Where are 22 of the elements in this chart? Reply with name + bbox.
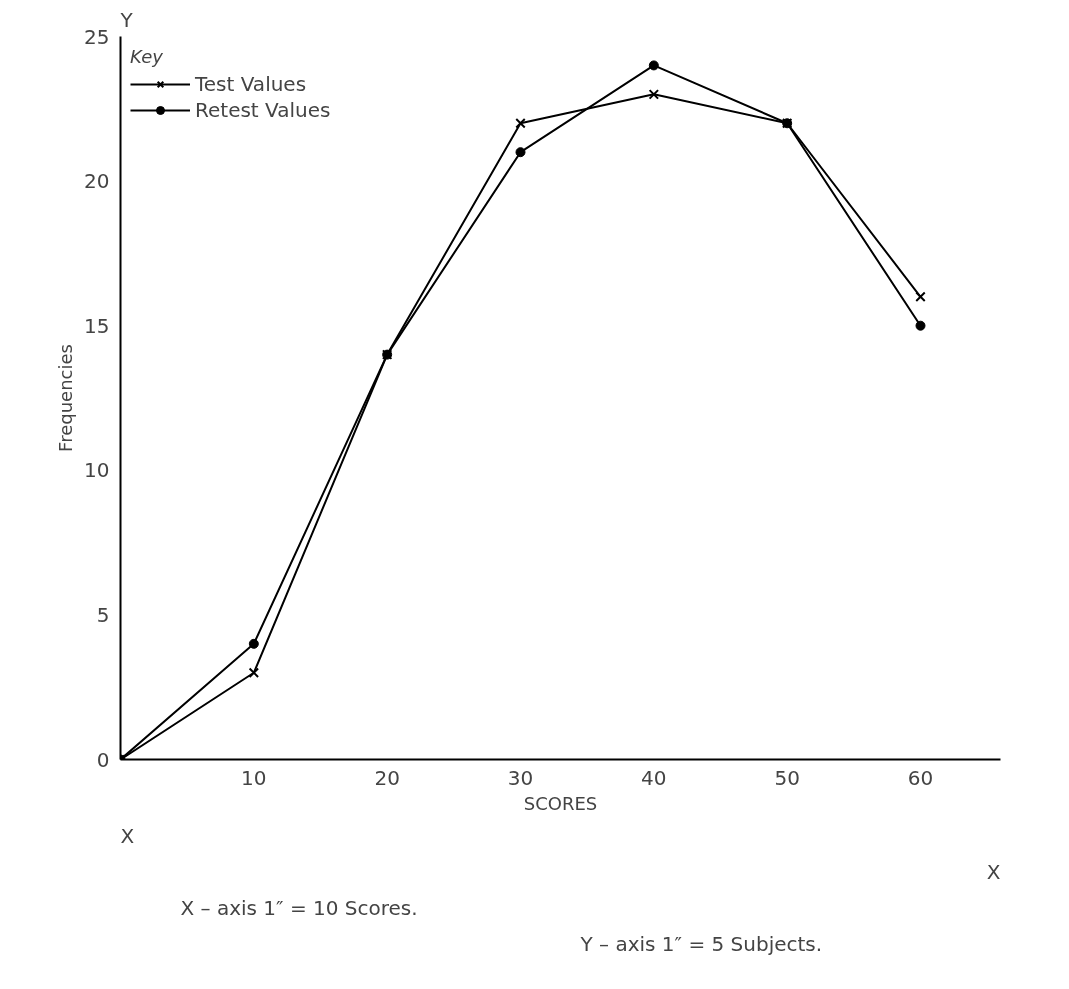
x-tick-label: 10	[241, 765, 267, 790]
x-tick-label: 50	[774, 765, 800, 790]
y-tick-label: 25	[84, 24, 110, 49]
y-axis-title: Frequencies	[55, 344, 77, 452]
text: X	[120, 823, 135, 848]
legend-title: Key	[130, 46, 164, 67]
text: Y	[119, 7, 134, 32]
text: X – axis 1″ = 10 Scores.	[180, 895, 418, 920]
text: X	[986, 859, 1001, 884]
y-tick-label: 5	[96, 602, 110, 627]
text: Y – axis 1″ = 5 Subjects.	[579, 931, 823, 956]
x-tick-label: 20	[374, 765, 400, 790]
x-tick-label: 40	[641, 765, 667, 790]
x-tick-label: 60	[907, 765, 934, 790]
y-tick-label: 0	[96, 747, 110, 772]
y-tick-label: 15	[84, 313, 110, 338]
x-axis-title: SCORES	[523, 792, 598, 814]
x-tick-label: 30	[507, 765, 534, 790]
y-tick-label: 10	[84, 458, 110, 483]
legend-label: Retest Values	[195, 98, 331, 122]
legend-label: Test Values	[195, 72, 307, 96]
y-tick-label: 20	[84, 169, 110, 194]
